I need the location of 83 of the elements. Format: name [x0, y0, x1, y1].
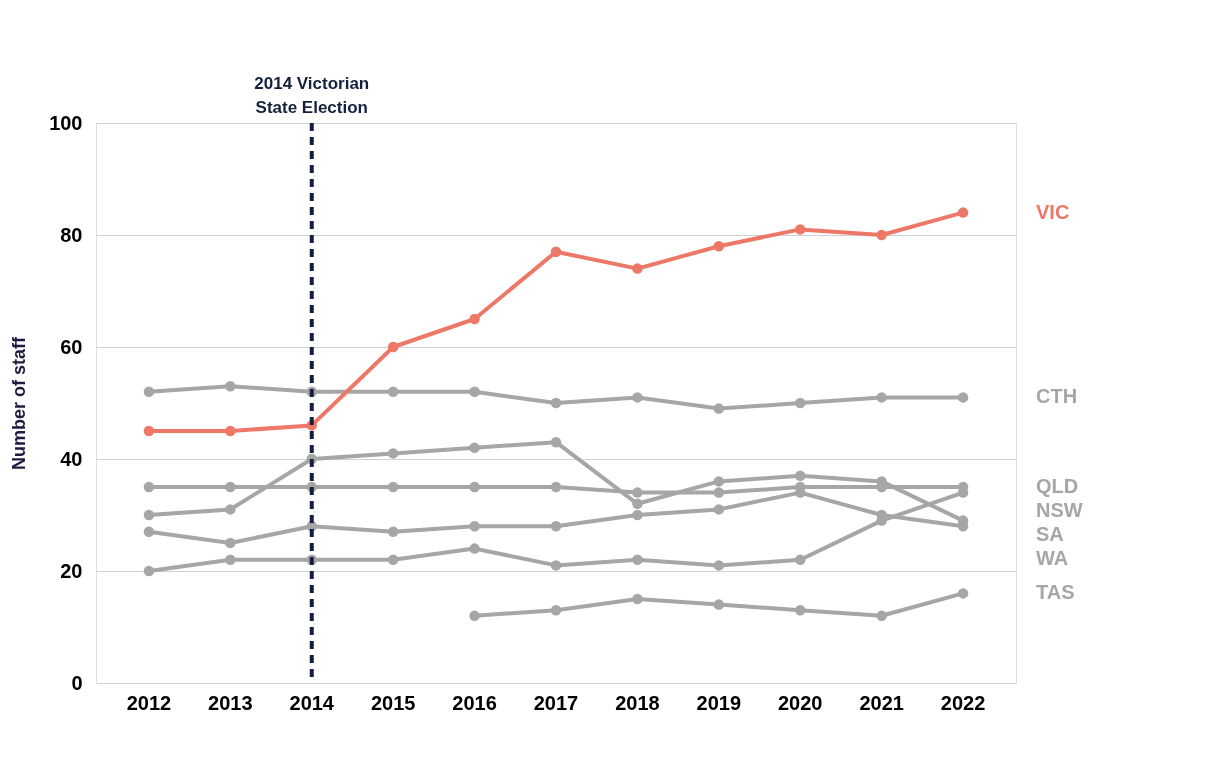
- point: [632, 392, 643, 403]
- point: [469, 442, 480, 454]
- point: [469, 313, 480, 325]
- point: [713, 504, 725, 515]
- point: [795, 470, 806, 482]
- point: [957, 207, 969, 218]
- point: [713, 487, 725, 498]
- point: [225, 504, 236, 515]
- point: [632, 487, 643, 498]
- y-tick-label: 80: [60, 223, 83, 246]
- point: [713, 403, 725, 414]
- y-tick-label: 40: [60, 447, 83, 470]
- point: [713, 240, 725, 252]
- point: [469, 386, 480, 398]
- x-tick-label: 2017: [533, 691, 579, 714]
- point: [713, 476, 725, 487]
- point: [143, 526, 155, 538]
- point: [469, 481, 480, 493]
- x-tick-label: 2016: [452, 691, 497, 714]
- x-tick-label: 2022: [940, 691, 986, 714]
- point: [632, 498, 643, 510]
- point: [876, 392, 887, 403]
- text: VIC: [1036, 200, 1070, 223]
- point: [143, 565, 155, 577]
- x-tick-label: 2015: [370, 691, 416, 714]
- text: TAS: [1036, 581, 1075, 604]
- point: [225, 554, 236, 566]
- point: [387, 481, 399, 493]
- point: [225, 481, 236, 493]
- point: [550, 397, 562, 409]
- point: [632, 509, 643, 521]
- point: [795, 224, 806, 235]
- point: [550, 436, 562, 448]
- point: [225, 425, 236, 437]
- point: [632, 263, 643, 274]
- y-tick-label: 20: [60, 559, 83, 582]
- ref-line-label: 2014 Victorian State Election: [254, 74, 370, 117]
- text: WA: [1036, 547, 1069, 569]
- point: [713, 599, 725, 610]
- point: [876, 610, 887, 622]
- point: [387, 386, 399, 398]
- point: [143, 425, 155, 437]
- x-tick-label: 2012: [126, 691, 172, 714]
- point: [469, 610, 480, 622]
- point: [387, 554, 399, 566]
- y-tick-label: 60: [60, 335, 83, 358]
- point: [957, 588, 969, 599]
- point: [143, 481, 155, 493]
- point: [387, 448, 399, 459]
- x-tick-label: 2019: [696, 691, 742, 714]
- point: [550, 246, 562, 258]
- text: QLD: [1036, 475, 1079, 497]
- x-tick-label: 2013: [208, 691, 253, 714]
- text: CTH: [1036, 385, 1078, 408]
- point: [632, 593, 643, 605]
- point: [713, 560, 725, 571]
- x-tick-label: 2020: [778, 691, 823, 714]
- point: [469, 520, 480, 532]
- y-tick-label: 0: [71, 671, 83, 694]
- point: [795, 604, 806, 616]
- point: [387, 341, 399, 353]
- x-tick-label: 2018: [615, 691, 660, 714]
- y-axis-title: Number of staff: [9, 336, 30, 471]
- point: [225, 537, 236, 549]
- point: [225, 380, 236, 392]
- point: [387, 526, 399, 538]
- point: [143, 509, 155, 521]
- point: [795, 397, 806, 409]
- x-tick-label: 2021: [859, 691, 904, 714]
- point: [550, 520, 562, 532]
- point: [632, 554, 643, 566]
- x-tick-label: 2014: [289, 691, 335, 714]
- point: [143, 386, 155, 398]
- point: [957, 392, 969, 403]
- point: [550, 560, 562, 571]
- point: [550, 604, 562, 616]
- text: SA: [1036, 523, 1064, 545]
- point: [469, 543, 480, 554]
- point: [876, 229, 887, 241]
- text: NSW: [1036, 499, 1083, 521]
- point: [795, 554, 806, 566]
- y-tick-label: 100: [49, 111, 83, 134]
- point: [550, 481, 562, 493]
